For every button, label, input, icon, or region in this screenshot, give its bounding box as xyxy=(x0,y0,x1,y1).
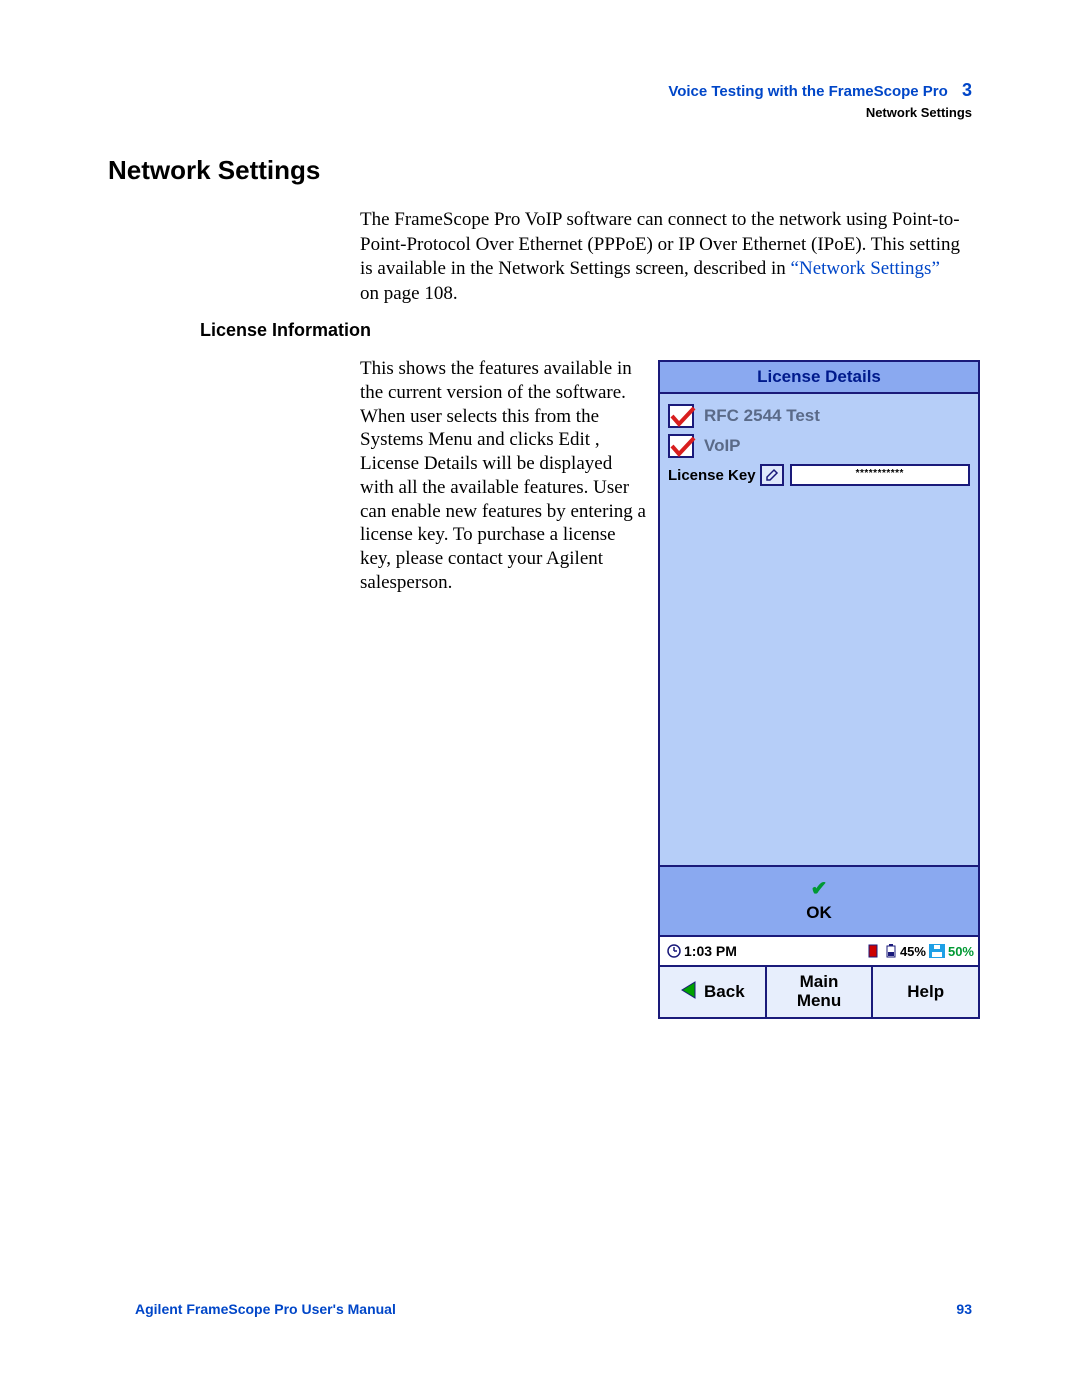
license-paragraph: This shows the features available in the… xyxy=(360,357,648,595)
nav-bar: Back Main Menu Help xyxy=(660,965,978,1017)
status-battery: 45% xyxy=(900,944,926,959)
link-icon xyxy=(866,943,880,959)
status-bar: 1:03 PM 45% 50% xyxy=(660,935,978,965)
disk-icon xyxy=(928,943,946,959)
device-body: RFC 2544 Test VoIP License Key *********… xyxy=(660,394,978,865)
main-menu-button[interactable]: Main Menu xyxy=(767,967,874,1017)
clock-icon xyxy=(666,943,682,959)
xref-network-settings[interactable]: “Network Settings” xyxy=(791,258,940,279)
status-time: 1:03 PM xyxy=(684,943,737,959)
back-arrow-icon xyxy=(680,980,698,1005)
page-header: Voice Testing with the FrameScope Pro 3 … xyxy=(668,80,972,120)
checkbox-rfc2544[interactable] xyxy=(668,404,694,428)
checkmark-icon xyxy=(668,404,698,432)
subheading-license-info: License Information xyxy=(200,320,371,341)
license-key-field[interactable]: *********** xyxy=(790,464,970,486)
ok-label: OK xyxy=(806,903,832,923)
header-title: Voice Testing with the FrameScope Pro xyxy=(668,83,948,100)
feature-label-voip: VoIP xyxy=(704,436,741,456)
license-key-label: License Key xyxy=(668,467,756,484)
back-button[interactable]: Back xyxy=(660,967,767,1017)
ok-button[interactable]: ✔ OK xyxy=(660,865,978,935)
feature-label-rfc2544: RFC 2544 Test xyxy=(704,406,820,426)
back-label: Back xyxy=(704,983,745,1002)
footer-page-number: 93 xyxy=(956,1301,972,1317)
checkbox-voip[interactable] xyxy=(668,434,694,458)
license-key-row: License Key *********** xyxy=(668,464,970,486)
status-storage: 50% xyxy=(948,944,974,959)
help-button[interactable]: Help xyxy=(873,967,978,1017)
intro-text-post: on page 108. xyxy=(360,283,458,304)
feature-row-voip: VoIP xyxy=(668,434,970,458)
ok-check-icon: ✔ xyxy=(811,879,828,899)
device-screenshot: License Details RFC 2544 Test VoIP xyxy=(658,360,980,1019)
page-footer: Agilent FrameScope Pro User's Manual 93 xyxy=(135,1301,972,1317)
intro-paragraph: The FrameScope Pro VoIP software can con… xyxy=(360,208,960,307)
battery-icon xyxy=(884,943,898,959)
section-heading: Network Settings xyxy=(108,155,320,186)
device-title: License Details xyxy=(660,362,978,394)
header-chapter-number: 3 xyxy=(962,80,972,100)
checkmark-icon xyxy=(668,434,698,462)
header-subtitle: Network Settings xyxy=(668,105,972,120)
pencil-icon[interactable] xyxy=(760,464,784,486)
feature-row-rfc2544: RFC 2544 Test xyxy=(668,404,970,428)
footer-title: Agilent FrameScope Pro User's Manual xyxy=(135,1301,396,1317)
